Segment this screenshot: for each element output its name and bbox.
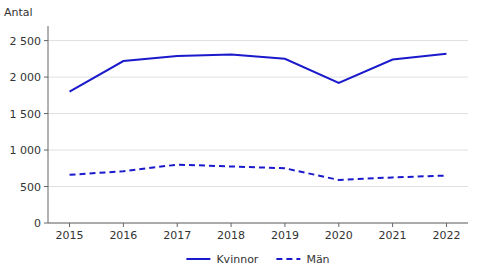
x-tick-label: 2018 bbox=[217, 229, 245, 242]
legend: Kvinnor Män bbox=[186, 253, 329, 266]
x-tick-label: 2022 bbox=[432, 229, 460, 242]
x-tick-label: 2017 bbox=[163, 229, 191, 242]
y-tick-label: 0 bbox=[34, 217, 41, 230]
grid-line bbox=[48, 113, 468, 114]
x-tick bbox=[123, 223, 124, 227]
series-line bbox=[70, 54, 447, 92]
x-tick-label: 2016 bbox=[109, 229, 137, 242]
x-tick bbox=[231, 223, 232, 227]
x-tick-label: 2020 bbox=[325, 229, 353, 242]
y-tick-label: 2 000 bbox=[10, 71, 42, 84]
y-tick bbox=[44, 113, 48, 114]
x-tick bbox=[446, 223, 447, 227]
y-tick-label: 2 500 bbox=[10, 35, 42, 48]
x-tick-label: 2015 bbox=[56, 229, 84, 242]
chart: 0 500 1 000 1 500 2 000 2 500 2015 2016 2017 2018… bbox=[0, 0, 482, 275]
legend-label: Män bbox=[306, 253, 329, 266]
x-axis bbox=[48, 223, 468, 224]
grid-line bbox=[48, 186, 468, 187]
legend-swatch bbox=[186, 258, 210, 260]
y-tick bbox=[44, 223, 48, 224]
legend-swatch bbox=[276, 258, 300, 260]
x-tick bbox=[177, 223, 178, 227]
grid-line bbox=[48, 77, 468, 78]
x-tick bbox=[338, 223, 339, 227]
x-tick bbox=[69, 223, 70, 227]
x-tick bbox=[284, 223, 285, 227]
y-tick bbox=[44, 150, 48, 151]
y-tick-label: 1 500 bbox=[10, 108, 42, 121]
y-axis bbox=[48, 26, 49, 223]
grid-line bbox=[48, 150, 468, 151]
grid-line bbox=[48, 223, 468, 224]
y-axis-label: Antal bbox=[4, 6, 33, 19]
y-tick bbox=[44, 40, 48, 41]
y-tick-label: 1 000 bbox=[10, 144, 42, 157]
x-tick bbox=[392, 223, 393, 227]
series-line bbox=[70, 165, 447, 180]
y-tick-label: 500 bbox=[20, 181, 41, 194]
y-tick bbox=[44, 77, 48, 78]
y-tick bbox=[44, 186, 48, 187]
legend-label: Kvinnor bbox=[216, 253, 258, 266]
x-tick-label: 2021 bbox=[379, 229, 407, 242]
x-tick-label: 2019 bbox=[271, 229, 299, 242]
lines bbox=[70, 54, 447, 180]
grid-line bbox=[48, 40, 468, 41]
